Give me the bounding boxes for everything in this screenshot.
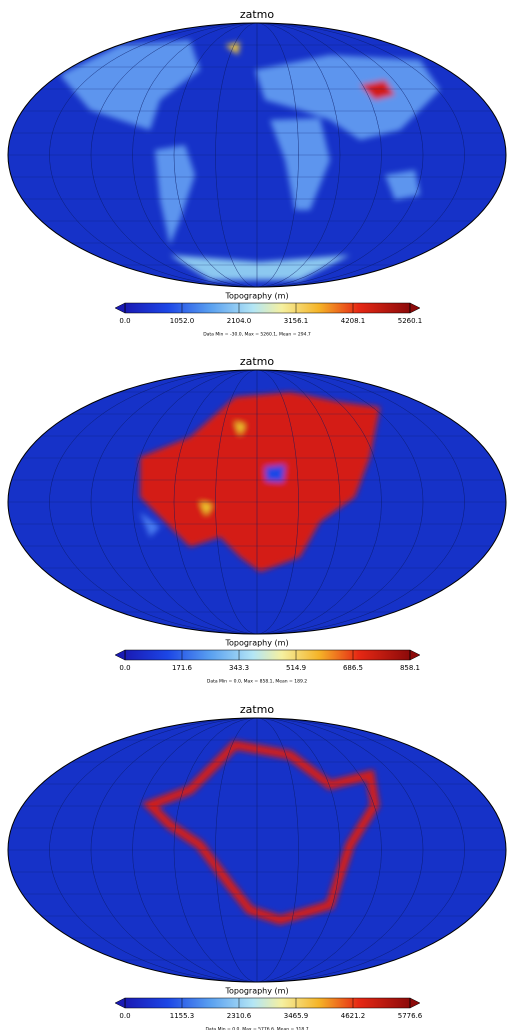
colorbar-tick-label: 2104.0 <box>227 317 252 325</box>
colorbar-tick-label: 343.3 <box>229 664 249 672</box>
colorbar-tick-label: 5260.1 <box>398 317 423 325</box>
colorbar <box>125 303 410 313</box>
colorbar-extend-low <box>115 998 125 1008</box>
colorbar-tick-label: 5776.6 <box>398 1012 423 1020</box>
colorbar-tick-label: 1052.0 <box>170 317 195 325</box>
panel: zatmo Topography (m) 0.0 1052.0 2104.0 3156.1… <box>0 8 514 338</box>
colorbar <box>125 650 410 660</box>
colorbar-tick-label: 0.0 <box>119 317 130 325</box>
colorbar-tick-label: 514.9 <box>286 664 306 672</box>
colorbar-label: Topography (m) <box>224 639 288 648</box>
colorbar-label: Topography (m) <box>224 292 288 301</box>
colorbar-extend-low <box>115 650 125 660</box>
colorbar-tick-label: 2310.6 <box>227 1012 252 1020</box>
colorbar-tick-label: 4621.2 <box>341 1012 366 1020</box>
colorbar-extend-low <box>115 303 125 313</box>
map-title: zatmo <box>240 355 275 368</box>
colorbar-tick-label: 3156.1 <box>284 317 309 325</box>
colorbar-tick-label: 686.5 <box>343 664 363 672</box>
colorbar <box>125 998 410 1008</box>
data-stats: Data Min = -30.0, Max = 5260.1, Mean = 2… <box>203 332 311 338</box>
figure: zatmo Topography (m) 0.0 1052.0 2104.0 3156.1… <box>0 0 514 1030</box>
land <box>265 465 285 482</box>
colorbar-tick-label: 0.0 <box>119 664 130 672</box>
panel: zatmo Topography (m) 0.0 1155.3 2310.6 3465.9… <box>0 703 514 1030</box>
colorbar-extend-high <box>410 650 420 660</box>
colorbar-extend-high <box>410 303 420 313</box>
colorbar-tick-label: 858.1 <box>400 664 420 672</box>
colorbar-tick-label: 0.0 <box>119 1012 130 1020</box>
map-field <box>0 370 514 634</box>
colorbar-tick-label: 171.6 <box>172 664 193 672</box>
map-field <box>0 718 514 982</box>
colorbar-tick-label: 1155.3 <box>170 1012 195 1020</box>
map-title: zatmo <box>240 703 275 716</box>
colorbar-tick-label: 4208.1 <box>341 317 366 325</box>
panel: zatmo Topography (m) 0.0 171.6 343.3 514.9 686… <box>0 355 514 685</box>
colorbar-label: Topography (m) <box>224 987 288 996</box>
map-field <box>0 23 514 287</box>
data-stats: Data Min = 0.0, Max = 858.1, Mean = 189.… <box>207 679 307 685</box>
map-title: zatmo <box>240 8 275 21</box>
colorbar-tick-label: 3465.9 <box>284 1012 309 1020</box>
colorbar-extend-high <box>410 998 420 1008</box>
data-stats: Data Min = 0.0, Max = 5776.6, Mean = 318… <box>205 1027 308 1030</box>
